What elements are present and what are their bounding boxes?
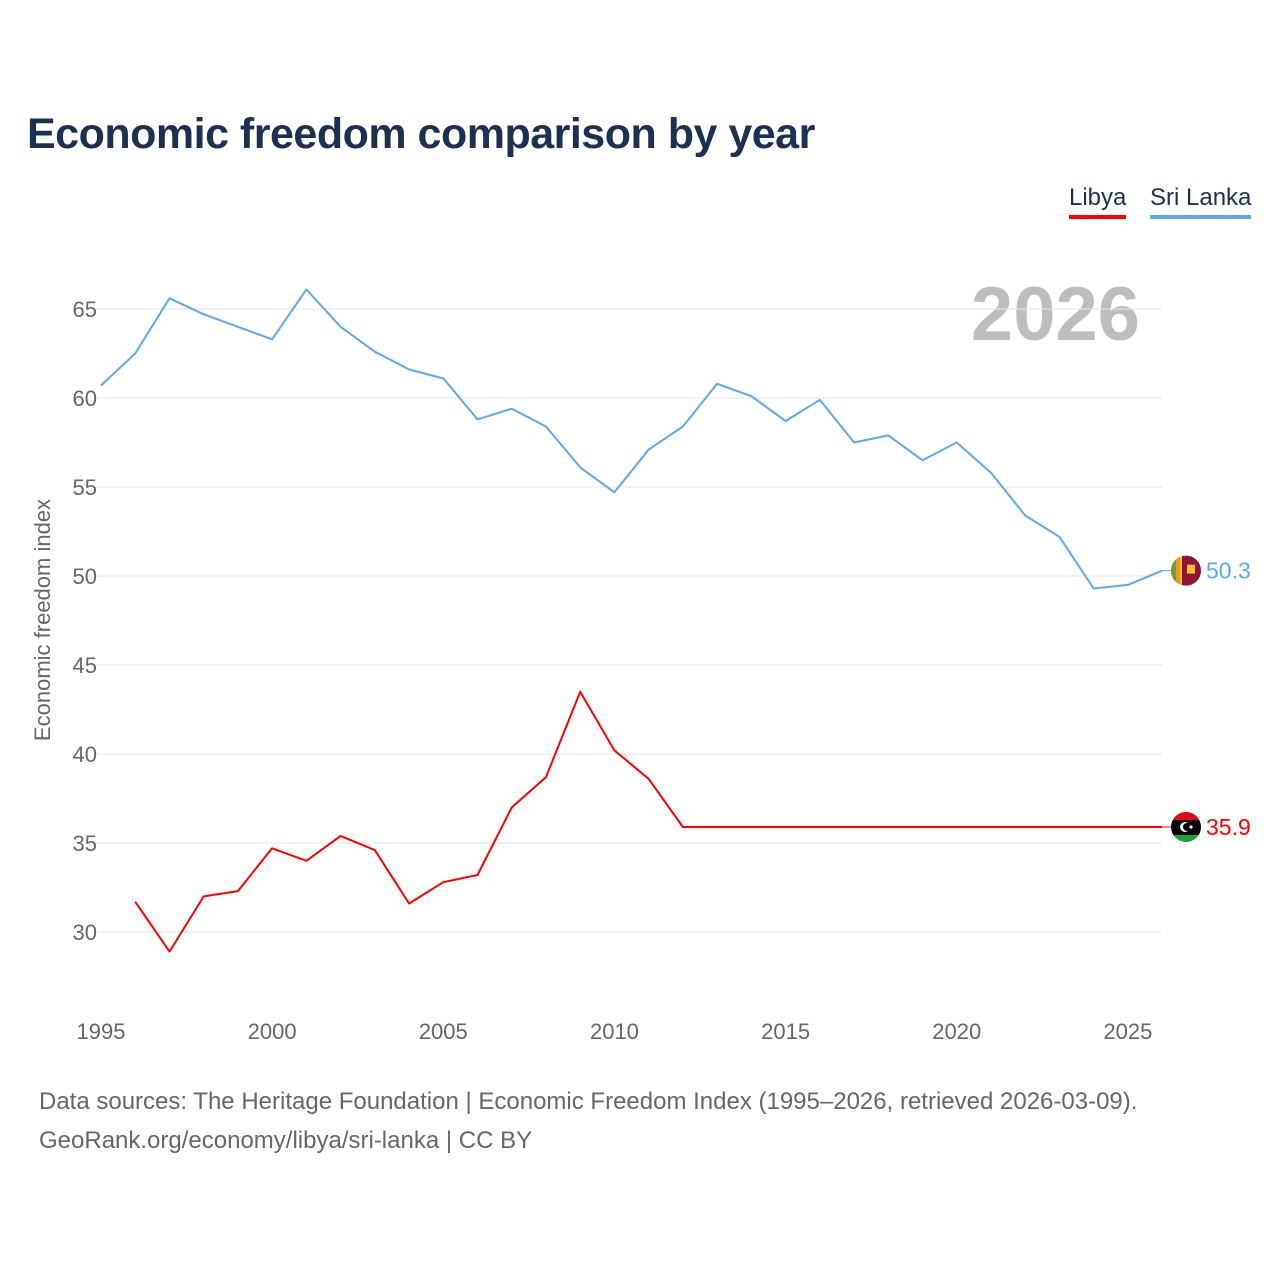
x-tick-label: 2020 (932, 1019, 981, 1044)
y-tick-label: 65 (73, 297, 97, 322)
end-value-label: 50.3 (1206, 558, 1251, 584)
sri-lanka-flag-icon (1171, 555, 1201, 586)
end-value-label: 35.9 (1206, 814, 1251, 840)
source-url: GeoRank.org/economy/libya/sri-lanka | CC… (39, 1127, 533, 1154)
libya-flag-icon (1171, 811, 1201, 842)
year-watermark: 2026 (971, 272, 1140, 357)
y-tick-label: 60 (73, 386, 97, 411)
legend-item-libya[interactable]: Libya (1069, 184, 1127, 219)
y-tick-label: 45 (73, 653, 97, 678)
x-tick-label: 2015 (761, 1019, 810, 1044)
y-axis-title: Economic freedom index (30, 499, 55, 741)
y-tick-label: 40 (73, 742, 97, 767)
x-tick-label: 2025 (1103, 1019, 1152, 1044)
x-tick-label: 1995 (77, 1019, 126, 1044)
chart-title: Economic freedom comparison by year (27, 110, 815, 158)
x-tick-label: 2005 (419, 1019, 468, 1044)
y-tick-label: 35 (73, 831, 97, 856)
y-tick-label: 30 (73, 920, 97, 945)
legend-item-sri-lanka[interactable]: Sri Lanka (1150, 184, 1252, 219)
y-tick-label: 55 (73, 475, 97, 500)
series-line-sri-lanka (100, 288, 1163, 590)
series-line-libya (134, 690, 1163, 953)
source-note: Data sources: The Heritage Foundation | … (39, 1088, 1138, 1115)
y-tick-label: 50 (73, 564, 97, 589)
x-tick-label: 2010 (590, 1019, 639, 1044)
x-tick-label: 2000 (248, 1019, 297, 1044)
